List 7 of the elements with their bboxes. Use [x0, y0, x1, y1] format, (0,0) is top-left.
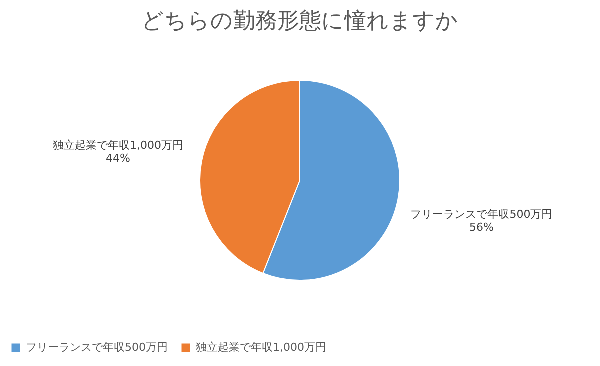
data-label: 44%	[106, 152, 131, 165]
legend-label: フリーランスで年収500万円	[26, 341, 168, 354]
slice-label: 独立起業で年収1,000万円	[53, 138, 184, 152]
legend-label: 独立起業で年収1,000万円	[196, 341, 326, 354]
chart-title: どちらの勤務形態に憧れますか	[142, 9, 458, 34]
slice-label: フリーランスで年収500万円	[410, 208, 553, 222]
data-label: 56%	[469, 221, 494, 234]
